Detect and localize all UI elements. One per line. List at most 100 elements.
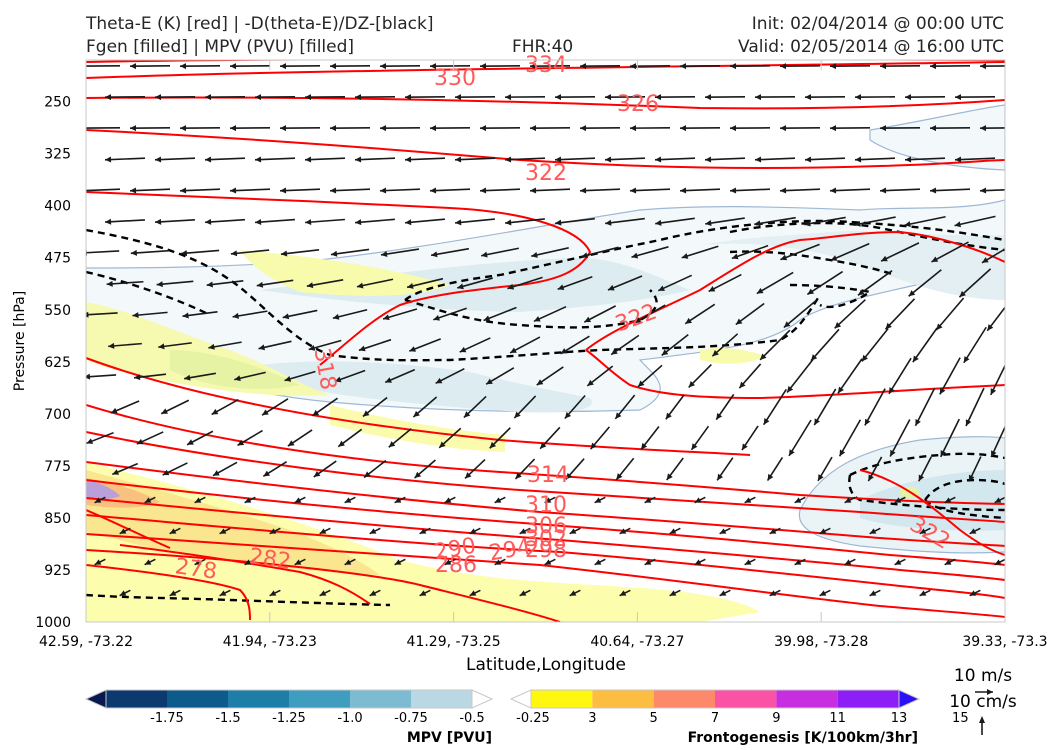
wind-vector — [406, 277, 444, 289]
theta-e-contour — [86, 404, 1005, 505]
wind-vector — [894, 558, 906, 566]
wind-vector-head — [86, 190, 87, 194]
wind-vector — [112, 462, 138, 476]
wind-vector-shaft — [810, 328, 840, 362]
wind-vector-head — [480, 187, 487, 194]
wind-vector — [819, 589, 831, 597]
wind-vector-shaft — [940, 418, 960, 458]
wind-vector — [244, 558, 256, 566]
wind-vector — [536, 366, 564, 386]
wind-vector-head — [655, 94, 662, 101]
theta-e-label: 310 — [525, 493, 567, 518]
wind-vector-head — [756, 287, 764, 294]
wind-vector — [229, 187, 271, 194]
wind-vector-head — [904, 221, 911, 227]
wind-vector-head — [605, 94, 612, 101]
wind-vector-head — [930, 125, 937, 132]
x-tick-label: 42.59, -73.22 — [39, 634, 133, 650]
wind-vector-shaft — [429, 188, 471, 192]
wind-vector-shaft — [104, 157, 146, 161]
wind-vector — [979, 187, 1005, 194]
wind-vector-head — [530, 125, 537, 132]
colorbar-tick-label: 3 — [588, 711, 596, 726]
mpv-fill-weak — [869, 104, 1005, 171]
wind-vector-head — [330, 125, 337, 132]
wind-vector — [990, 363, 1005, 396]
wind-vector-shaft — [884, 298, 916, 330]
wind-vector — [615, 457, 635, 481]
wind-vector-head — [694, 559, 702, 565]
wind-vector — [806, 270, 844, 296]
wind-vector-head — [430, 187, 437, 194]
wind-vector-head — [463, 411, 471, 418]
wind-vector — [105, 218, 145, 225]
wind-vector-head — [205, 218, 212, 225]
mpv-fgen-overlap — [86, 480, 120, 500]
wind-vector — [869, 589, 881, 597]
wind-vector-shaft — [756, 271, 794, 295]
wind-vector-shaft — [754, 216, 796, 226]
wind-vector-head — [306, 282, 314, 289]
wind-vector — [230, 249, 270, 257]
colorbar-tick-label: 11 — [829, 711, 846, 726]
wind-vector-head — [581, 252, 588, 259]
wind-vector — [619, 589, 631, 597]
wind-vector-head — [355, 219, 362, 226]
wind-vector — [614, 394, 636, 420]
wind-vector — [294, 496, 306, 504]
wind-vector-head — [435, 377, 443, 384]
wind-vector — [529, 63, 571, 70]
wind-vector — [280, 248, 320, 257]
wind-vector — [783, 299, 817, 329]
wind-vector — [969, 527, 981, 535]
wind-vector-head — [86, 373, 91, 380]
ddz-contour — [404, 289, 658, 329]
wind-vector — [86, 431, 114, 445]
wind-vector-head — [232, 312, 239, 319]
wind-vector — [160, 399, 190, 415]
wind-vector — [334, 369, 366, 383]
wind-vector-shaft — [958, 268, 992, 298]
wind-vector-head — [287, 440, 295, 447]
wind-vector — [205, 218, 245, 225]
wind-vector-head — [334, 376, 342, 383]
wind-vector-shaft — [305, 218, 345, 224]
wind-vector-head — [611, 348, 618, 355]
wind-vector — [179, 63, 221, 70]
wind-vector — [379, 125, 421, 132]
wind-vector-head — [405, 219, 412, 226]
wind-vector — [756, 271, 794, 295]
wind-vector-shaft — [380, 248, 420, 256]
wind-vector — [219, 527, 231, 535]
wind-vector — [794, 496, 806, 504]
title-line-2: Fgen [filled] | MPV (PVU) [filled] — [86, 37, 355, 57]
wind-vector — [644, 558, 656, 566]
wind-vector — [435, 367, 465, 385]
theta-e-contour — [859, 469, 1005, 556]
wind-vector — [879, 125, 921, 132]
wind-vector-head — [381, 251, 388, 257]
wind-vector-shaft — [204, 157, 246, 161]
wind-vector — [519, 589, 531, 597]
wind-vector-head — [255, 218, 262, 225]
wind-vector — [489, 427, 511, 449]
wind-vector-head — [881, 255, 888, 262]
wind-vector — [363, 459, 387, 479]
wind-vector — [629, 125, 671, 132]
wind-vector-head — [616, 473, 623, 480]
y-tick-label: 700 — [44, 407, 71, 423]
wind-vector — [483, 306, 517, 322]
wind-vector — [144, 558, 156, 566]
wind-vector — [979, 63, 1005, 70]
wind-vector — [935, 297, 965, 331]
wind-vector — [879, 63, 921, 70]
wind-vector — [829, 125, 871, 132]
wind-vector-head — [939, 387, 946, 395]
wind-vector — [894, 496, 906, 504]
wind-vector — [844, 496, 856, 504]
wind-vector-shaft — [857, 270, 893, 296]
wind-vector — [229, 63, 271, 70]
wind-vector — [607, 275, 643, 291]
wind-vector-head — [744, 559, 752, 565]
wind-vector-head — [594, 559, 602, 565]
